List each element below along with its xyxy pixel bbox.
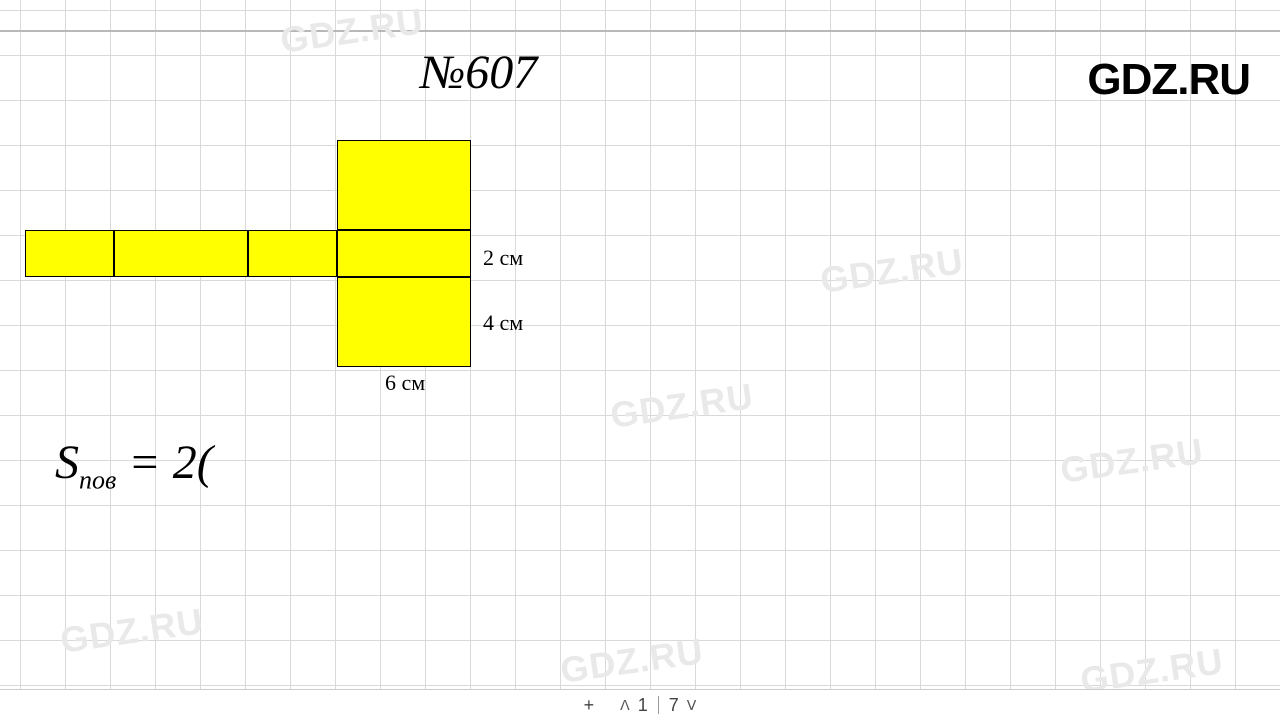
content-area: GDZ.RUGDZ.RUGDZ.RUGDZ.RUGDZ.RUGDZ.RUGDZ.…: [0, 0, 1280, 690]
formula: Sпов = 2(: [55, 435, 213, 496]
net-cell3: [248, 230, 337, 277]
site-logo: GDZ.RU: [1087, 55, 1250, 105]
net-cell_bottom: [337, 277, 471, 367]
formula-sub: пов: [79, 466, 116, 495]
page-sep: [658, 696, 659, 714]
dim-4cm: 4 см: [483, 310, 523, 336]
dim-6cm: 6 см: [385, 370, 425, 396]
zoom-plus-icon[interactable]: +: [584, 695, 595, 716]
top-separator-line: [0, 30, 1280, 32]
total-pages: 7: [669, 695, 679, 716]
problem-number: №607: [420, 45, 537, 100]
net-cell4: [337, 230, 471, 277]
nav-bar: + ᐱ 1 7 ᐯ: [0, 689, 1280, 720]
dim-2cm: 2 см: [483, 245, 523, 271]
net-cell1: [25, 230, 114, 277]
net-cell2: [114, 230, 248, 277]
next-page-icon[interactable]: ᐯ: [687, 697, 697, 714]
page: GDZ.RUGDZ.RUGDZ.RUGDZ.RUGDZ.RUGDZ.RUGDZ.…: [0, 0, 1280, 720]
current-page: 1: [638, 695, 648, 716]
prev-page-icon[interactable]: ᐱ: [620, 697, 630, 714]
formula-S: S: [55, 436, 79, 489]
formula-eq: = 2(: [116, 436, 212, 489]
net-cell_top: [337, 140, 471, 230]
